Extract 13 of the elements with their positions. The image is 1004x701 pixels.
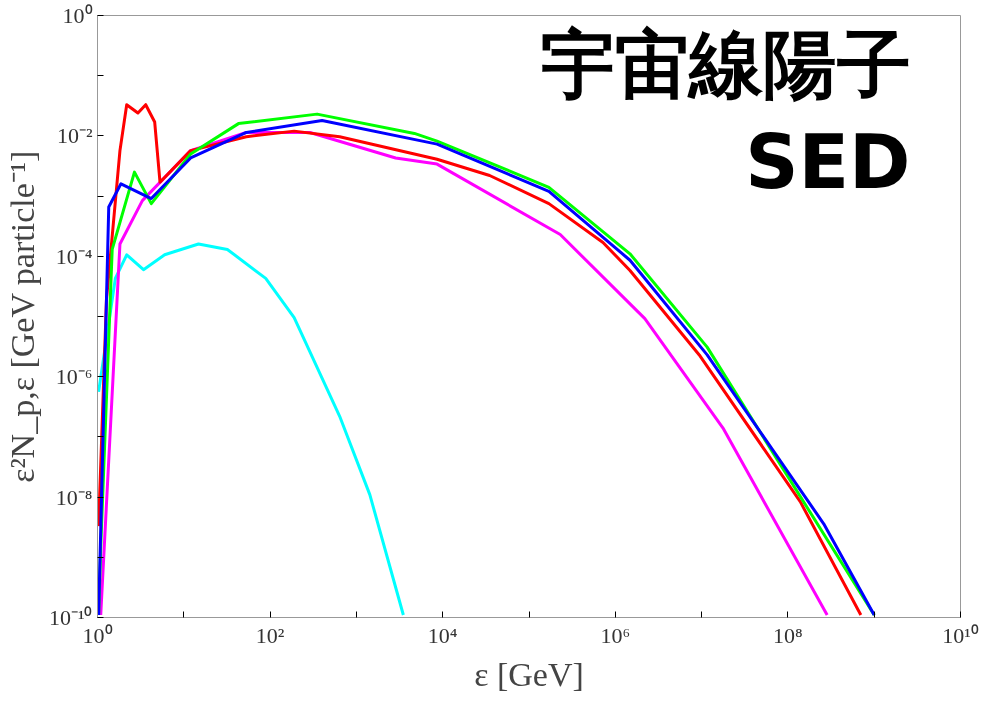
y-tick-label: 10⁰: [62, 3, 93, 28]
x-tick-label: 10⁴: [427, 622, 458, 648]
y-axis-title: ε²N_p,ε [GeV particle⁻¹]: [3, 150, 41, 483]
x-axis-title: ε [GeV]: [474, 655, 584, 693]
text: 宇宙線陽子 SED: [540, 20, 911, 206]
y-tick-label: 10⁻²: [56, 123, 93, 149]
x-tick-label: 10¹⁰: [942, 622, 979, 648]
y-tick-label: 10⁻⁴: [55, 243, 93, 269]
x-tick-label: 10²: [255, 622, 285, 648]
y-tick-label: 10⁻⁶: [55, 364, 93, 390]
x-tick-label: 10⁸: [773, 622, 803, 648]
y-tick-label: 10⁻⁸: [55, 484, 93, 510]
x-tick-label: 10⁶: [600, 622, 631, 648]
